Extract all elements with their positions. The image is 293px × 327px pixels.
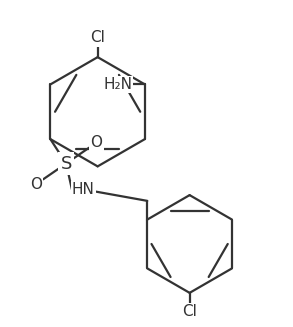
- Text: H₂N: H₂N: [103, 77, 132, 92]
- Text: O: O: [30, 177, 42, 192]
- Text: HN: HN: [72, 182, 95, 197]
- Text: S: S: [60, 154, 72, 173]
- Text: Cl: Cl: [90, 30, 105, 45]
- Text: Cl: Cl: [182, 304, 197, 319]
- Text: O: O: [90, 135, 102, 150]
